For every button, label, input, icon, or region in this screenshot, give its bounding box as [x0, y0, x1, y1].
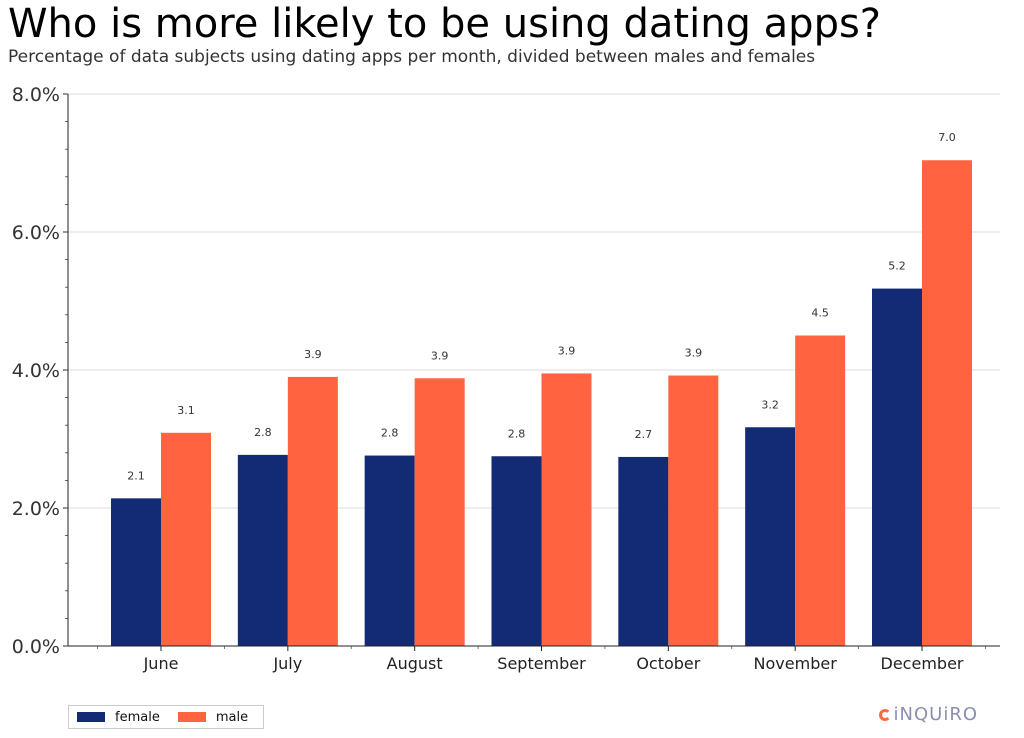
x-tick-label: July — [272, 654, 302, 673]
bar-male — [922, 160, 972, 647]
data-label-female: 2.8 — [508, 427, 526, 440]
x-tick-label: September — [497, 654, 586, 673]
data-label-male: 7.0 — [938, 131, 956, 144]
y-tick-label: 2.0% — [12, 498, 60, 520]
bar-male — [668, 375, 719, 646]
legend-label-male: male — [215, 709, 249, 725]
data-label-male: 3.1 — [177, 404, 195, 417]
data-label-female: 2.8 — [254, 426, 272, 439]
x-tick-label: December — [881, 654, 964, 673]
chart-subtitle: Percentage of data subjects using dating… — [8, 47, 816, 67]
data-label-male: 3.9 — [685, 347, 703, 360]
bar-female — [364, 455, 415, 646]
y-tick-label: 0.0% — [12, 636, 60, 658]
legend-label-female: female — [115, 709, 160, 725]
legend-item-female: female — [77, 710, 160, 725]
x-tick-label: November — [754, 654, 838, 673]
bar-female — [237, 454, 288, 646]
legend: female male — [68, 705, 264, 729]
x-tick-label: October — [636, 654, 700, 673]
data-label-female: 2.1 — [127, 469, 145, 482]
logo-mark-icon — [878, 708, 891, 721]
data-label-female: 2.8 — [381, 427, 399, 440]
data-label-male: 4.5 — [811, 307, 829, 320]
bar-male — [795, 335, 846, 646]
brand-name: iNQUiRO — [893, 704, 978, 725]
y-tick-label: 4.0% — [12, 360, 60, 382]
x-tick-label: June — [143, 654, 179, 673]
data-label-female: 3.2 — [761, 398, 779, 411]
data-label-female: 2.7 — [635, 428, 653, 441]
data-label-male: 3.9 — [431, 349, 449, 362]
bar-male — [414, 378, 465, 646]
bar-female — [872, 288, 922, 646]
bar-male — [161, 432, 211, 646]
bar-female — [491, 456, 542, 646]
data-label-male: 3.9 — [558, 344, 576, 357]
brand-logo: iNQUiRO — [878, 704, 978, 725]
bar-female — [618, 456, 669, 646]
bar-female — [111, 498, 161, 646]
y-tick-label: 8.0% — [12, 84, 60, 106]
data-labels: 2.1 3.1 2.8 3.9 2.8 3.9 2.8 3.9 2.7 3.9 3.2 4.5 5.2 7… — [127, 131, 956, 482]
bars — [111, 160, 972, 647]
x-tick-label: August — [387, 654, 443, 673]
legend-item-male: male — [177, 709, 249, 725]
bar-male — [287, 376, 338, 646]
axes: 0.0% 2.0% 4.0% 6.0% 8.0% June July August Septem… — [12, 84, 1000, 673]
bar-female — [745, 427, 796, 646]
bar-male — [541, 373, 592, 646]
legend-swatch-male — [177, 712, 206, 722]
y-tick-label: 6.0% — [12, 222, 60, 244]
data-label-male: 3.9 — [304, 348, 322, 361]
legend-swatch-female — [77, 712, 105, 722]
chart-title: Who is more likely to be using dating ap… — [8, 1, 882, 47]
data-label-female: 5.2 — [888, 260, 906, 273]
